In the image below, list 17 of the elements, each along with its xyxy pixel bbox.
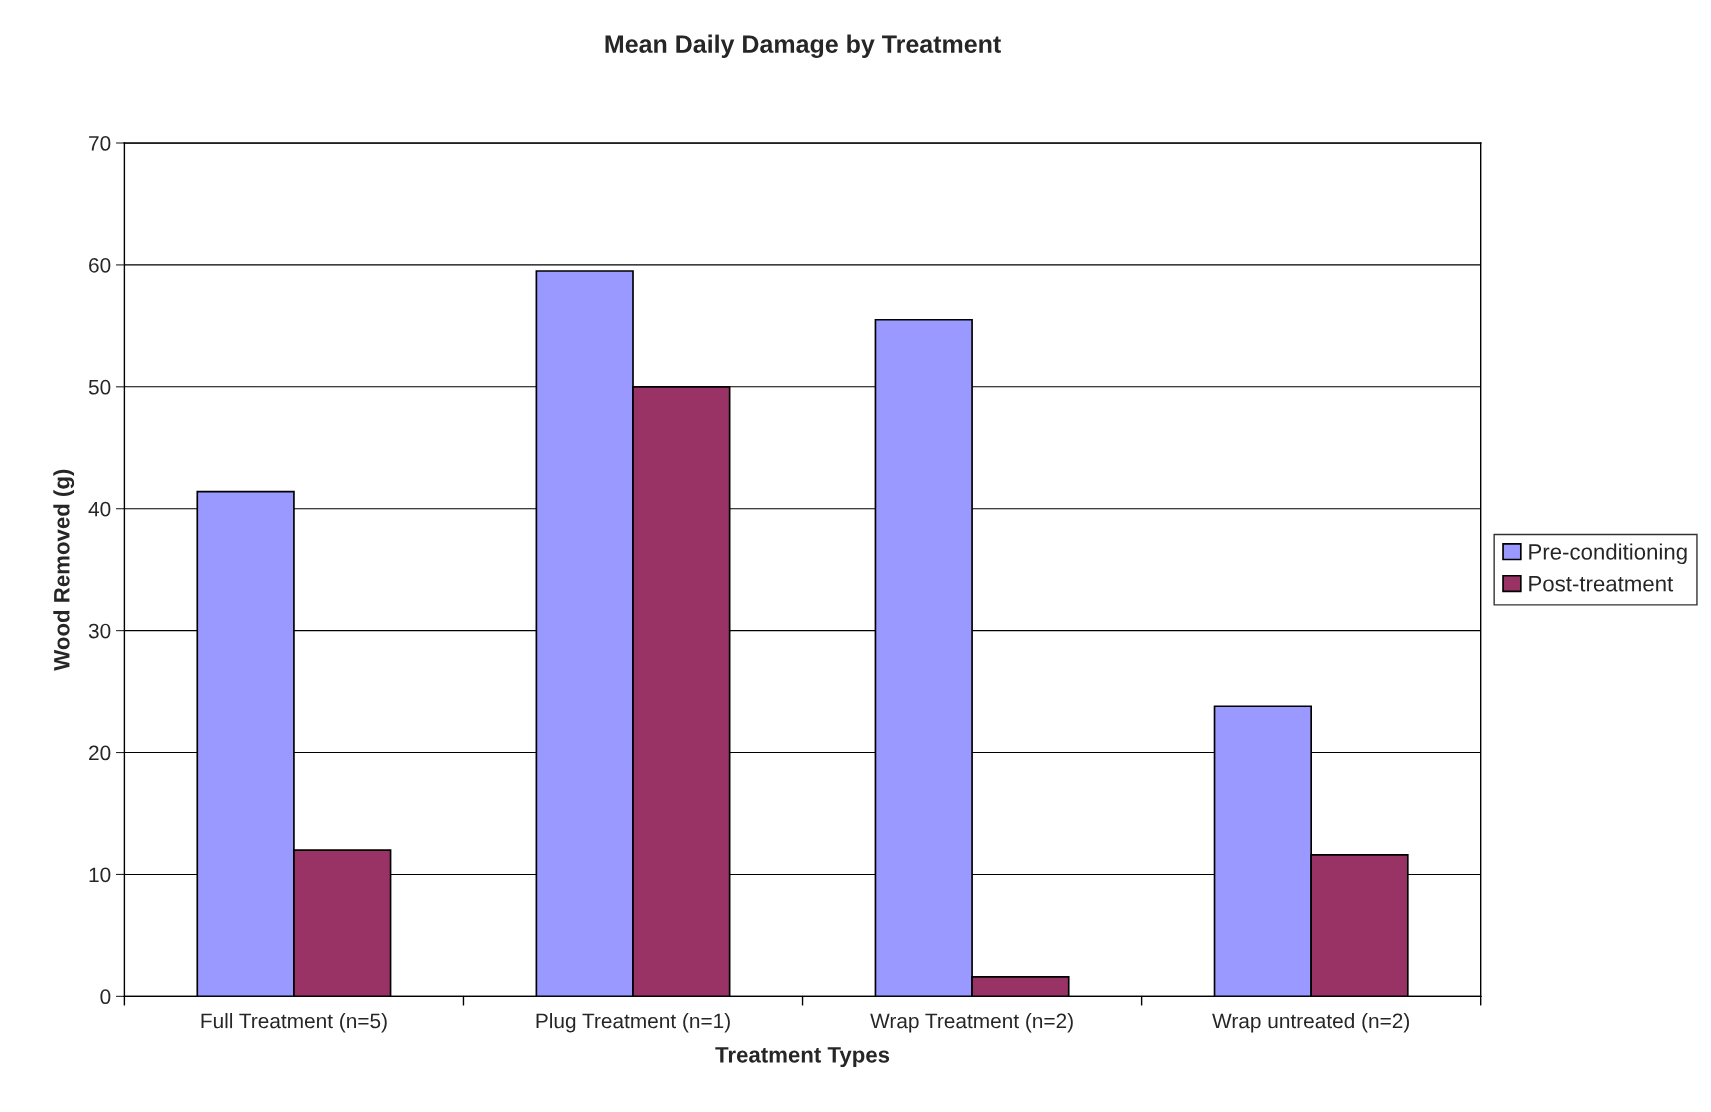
y-tick-label: 30 bbox=[88, 623, 111, 639]
y-tick-label: 50 bbox=[88, 379, 111, 395]
y-tick-label: 40 bbox=[88, 501, 111, 517]
y-tick-label: 60 bbox=[89, 257, 111, 273]
y-tick-label: 0 bbox=[100, 989, 111, 1005]
x-axis-title: Treatment Types bbox=[715, 1047, 890, 1068]
legend-label: Pre-conditioning bbox=[1529, 543, 1687, 565]
x-tick-label: Wrap untreated (n=2) bbox=[1212, 1013, 1409, 1033]
y-tick-label: 70 bbox=[89, 136, 111, 151]
legend-label: Post-treatment bbox=[1529, 576, 1674, 592]
y-tick-label: 20 bbox=[89, 745, 111, 761]
chart-title: Mean Daily Damage by Treatment bbox=[605, 34, 1001, 59]
x-tick-label: Full Treatment (n=5) bbox=[201, 1013, 387, 1033]
x-tick-label: Wrap Treatment (n=2) bbox=[870, 1013, 1073, 1033]
y-tick-label: 10 bbox=[89, 867, 111, 883]
x-tick-label: Plug Treatment (n=1) bbox=[536, 1013, 730, 1033]
y-axis-title: Wood Removed (g) bbox=[53, 469, 75, 671]
